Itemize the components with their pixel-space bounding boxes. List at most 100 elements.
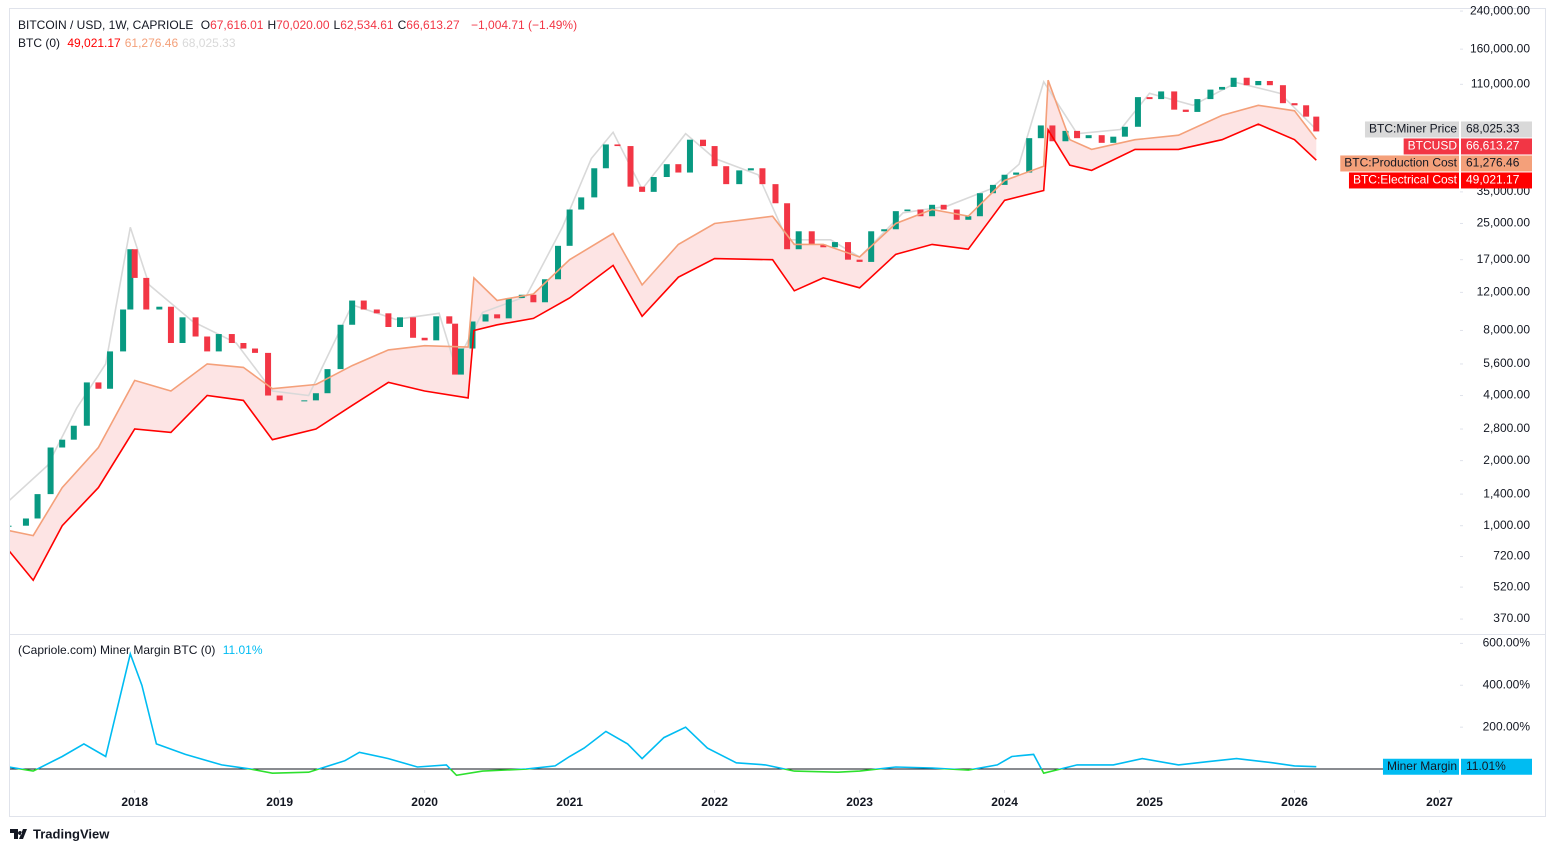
candle: [639, 186, 646, 192]
candle: [772, 184, 779, 204]
candle: [1194, 99, 1201, 112]
x-tick-label: 2020: [411, 795, 438, 809]
candle: [1146, 97, 1153, 100]
header: BITCOIN / USD, 1W, CAPRIOLE O67,616.01 H7…: [18, 18, 581, 32]
x-tick-label: 2022: [701, 795, 728, 809]
badge-value: 49,021.17: [1466, 173, 1520, 187]
candle: [1279, 85, 1286, 104]
candle: [469, 321, 476, 349]
candle: [1266, 80, 1273, 86]
badge-value: 66,613.27: [1466, 139, 1520, 153]
candle: [120, 309, 127, 352]
x-tick-label: 2026: [1281, 795, 1308, 809]
legend-value: 61,276.46: [124, 36, 179, 50]
x-tick-label: 2023: [846, 795, 873, 809]
candle: [831, 242, 838, 248]
candle: [1219, 86, 1226, 90]
ohlc-key: H: [267, 18, 277, 32]
legend-title: BTC (0): [18, 36, 60, 50]
ohlc-value: 66,613.27: [406, 18, 460, 32]
legend-value: 49,021.17: [67, 36, 121, 50]
legend: (Capriole.com) Miner Margin BTC (0) 11.0…: [18, 643, 267, 657]
candle: [192, 317, 199, 337]
y-tick-label: 400.00%: [1483, 677, 1531, 691]
candle: [1074, 130, 1081, 139]
candle: [1207, 89, 1214, 100]
candle: [663, 164, 670, 178]
ohlc-key: C: [397, 18, 407, 32]
y-tick-label: 12,000.00: [1477, 285, 1531, 299]
badge-name: BTCUSD: [1408, 139, 1458, 153]
candle: [83, 382, 90, 426]
y-tick-label: 8,000.00: [1483, 323, 1530, 337]
badge-value-bg: [1461, 155, 1532, 172]
x-tick-label: 2018: [121, 795, 148, 809]
badge-name: BTC:Production Cost: [1344, 156, 1457, 170]
candle: [457, 348, 464, 375]
y-tick-label: 600.00%: [1483, 636, 1531, 650]
candle: [917, 209, 924, 217]
candle: [614, 144, 621, 147]
y-tick-label: 2,000.00: [1483, 453, 1530, 467]
legend-value: 68,025.33: [182, 36, 236, 50]
candle: [627, 146, 634, 187]
ohlc: O67,616.01 H70,020.00 L62,534.61 C66,613.27: [201, 18, 464, 32]
candle: [747, 168, 754, 171]
badge-value: 68,025.33: [1466, 122, 1520, 136]
candle: [892, 211, 899, 230]
candle: [494, 314, 501, 319]
candle: [433, 316, 440, 341]
badge-name-bg: [1382, 758, 1459, 775]
badge-name-bg: [1364, 121, 1459, 138]
badge-value-bg: [1461, 138, 1532, 155]
candle: [929, 204, 936, 217]
candle: [820, 244, 827, 248]
candle: [1085, 135, 1092, 139]
legend-value: 11.01%: [222, 643, 263, 657]
candle: [127, 249, 134, 310]
badge-value-bg: [1461, 121, 1532, 138]
candle: [95, 382, 102, 389]
candle: [675, 164, 682, 173]
candle: [1110, 136, 1117, 143]
x-tick-label: 2025: [1136, 795, 1163, 809]
candle: [410, 317, 417, 338]
tv-logo: [10, 829, 27, 839]
candle: [179, 317, 186, 343]
y-tick-label: 720.00: [1493, 549, 1530, 563]
line-negative: [16, 769, 1064, 777]
candle: [34, 494, 41, 519]
candle: [1303, 105, 1310, 117]
pane-title: (Capriole.com) Miner Margin BTC (0): [18, 643, 216, 657]
candle: [22, 518, 29, 526]
candle: [1062, 130, 1069, 142]
y-tick-label: 1,400.00: [1483, 486, 1530, 500]
badge-value: 11.01%: [1466, 759, 1506, 773]
candle: [686, 139, 693, 173]
candle: [530, 294, 537, 303]
candle: [1026, 138, 1033, 173]
ohlc-key: L: [333, 18, 341, 32]
y-tick-label: 160,000.00: [1470, 41, 1530, 55]
badge-name-bg: [1348, 172, 1459, 189]
line: [10, 123, 1317, 582]
plot: [10, 77, 1320, 582]
badge-name: BTC:Electrical Cost: [1353, 173, 1458, 187]
x-tick-label: 2019: [266, 795, 293, 809]
candle: [143, 277, 150, 310]
candle: [844, 242, 851, 260]
candle: [131, 249, 138, 278]
candle: [1121, 126, 1128, 137]
candle: [59, 439, 66, 448]
candle: [784, 203, 791, 250]
candle: [541, 279, 548, 303]
line: [10, 651, 1317, 770]
candle: [566, 209, 573, 246]
candle: [808, 231, 815, 245]
candle: [1158, 91, 1165, 100]
candle: [10, 525, 12, 527]
brand: TradingView: [33, 826, 110, 841]
candle: [650, 177, 657, 192]
